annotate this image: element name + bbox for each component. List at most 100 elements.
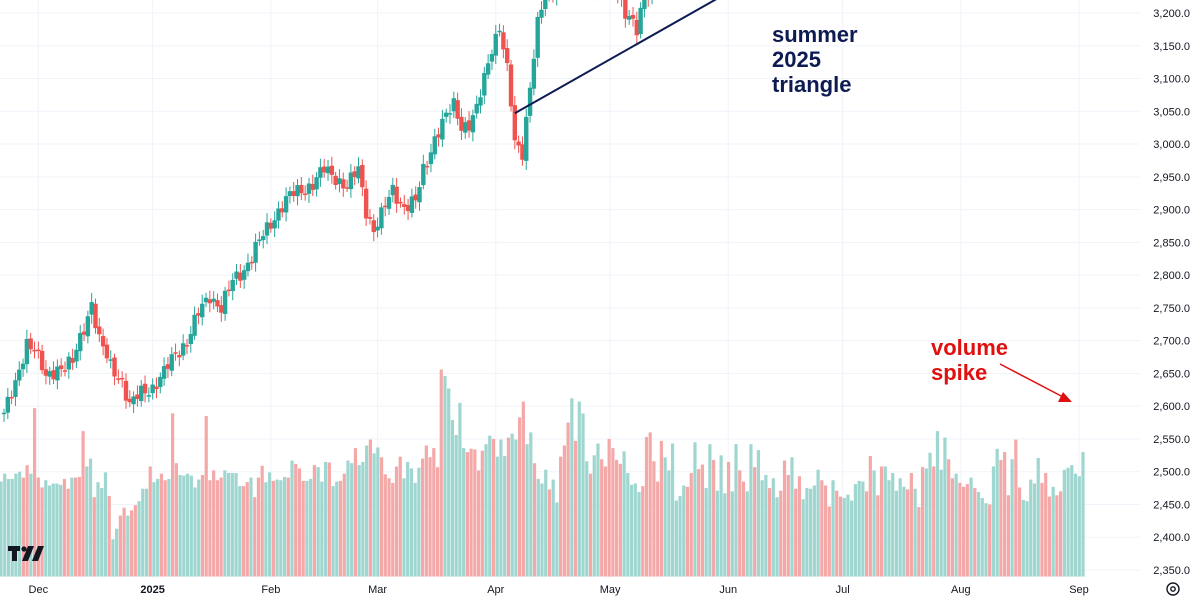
candle-body: [524, 116, 529, 161]
price-axis[interactable]: 3,200.0 3,150.0 3,100.0 3,050.0 3,000.0 2,950…: [1153, 8, 1190, 577]
candle-body: [295, 185, 300, 197]
volume-bar: [129, 510, 134, 577]
volume-bar: [592, 455, 596, 577]
volume-bar: [697, 469, 701, 577]
logo-check: [32, 546, 44, 561]
volume-bar: [346, 460, 350, 577]
candle-body: [249, 261, 254, 264]
volume-bar: [704, 488, 708, 577]
volume-bar: [174, 463, 178, 577]
volume-bar: [92, 497, 96, 577]
volume-bar: [208, 480, 212, 577]
volume-bar: [279, 480, 283, 577]
time-tick-label: 2025: [140, 584, 164, 596]
candle-body: [287, 191, 293, 197]
volume-bar: [182, 475, 186, 577]
volume-bar: [876, 495, 880, 577]
volume-bar: [1081, 452, 1085, 577]
volume-bar: [473, 449, 477, 577]
candle-body: [85, 316, 91, 337]
candle-body: [322, 166, 327, 173]
candle-body: [173, 352, 178, 354]
volume-bar: [271, 480, 275, 577]
volume-bar: [256, 477, 261, 577]
time-axis[interactable]: Dec 2025 Feb Mar Apr May Jun Jul Aug Sep: [29, 584, 1089, 596]
volume-bar: [682, 485, 686, 577]
price-tick-label: 3,100.0: [1153, 74, 1190, 86]
candle-body: [264, 222, 270, 236]
volume-bar: [846, 494, 850, 577]
candle-body: [257, 239, 262, 242]
volume-bar: [264, 482, 268, 577]
volume-bar: [883, 466, 887, 577]
candle-body: [70, 357, 75, 363]
candle-body: [329, 165, 335, 175]
candle-body: [47, 371, 52, 377]
volume-bar: [417, 467, 421, 577]
candle-body: [36, 349, 41, 352]
volume-bar: [984, 503, 988, 577]
candle-body: [89, 302, 94, 315]
volume-bar: [973, 488, 977, 577]
candle-body: [58, 365, 64, 370]
candle-body: [112, 357, 117, 377]
volume-bar: [816, 469, 820, 577]
volume-bar: [674, 500, 678, 577]
volume-bar: [462, 448, 466, 577]
volume-bar: [618, 463, 622, 577]
volume-bar: [331, 486, 335, 577]
volume-bar: [327, 462, 331, 577]
candle-body: [253, 241, 258, 263]
candle-body: [203, 297, 209, 303]
candle-body: [219, 305, 224, 313]
volume-label-line-2: spike: [931, 360, 987, 385]
volume-bar: [734, 444, 738, 577]
candle-body: [192, 314, 197, 336]
volume-bar: [607, 438, 611, 577]
candle-body: [226, 289, 232, 292]
volume-bar: [1059, 491, 1063, 577]
volume-bar: [745, 491, 749, 577]
tradingview-logo[interactable]: [8, 546, 44, 561]
time-tick-label: Dec: [29, 584, 49, 596]
candle-body: [413, 194, 418, 201]
volume-bar: [555, 502, 559, 577]
volume-bar: [521, 401, 525, 577]
volume-bar: [652, 461, 656, 577]
volume-bar: [171, 413, 175, 577]
candle-body: [356, 166, 361, 179]
volume-bar: [603, 466, 608, 577]
volume-bar: [540, 483, 544, 577]
volume-bar: [212, 470, 216, 577]
volume-bar: [775, 497, 779, 577]
candle-body: [501, 32, 506, 50]
candle-body: [520, 144, 525, 160]
volume-bar: [297, 468, 302, 577]
volume-bar: [1073, 473, 1078, 577]
volume-bar: [230, 473, 234, 577]
logo-slash: [22, 546, 34, 561]
candle-body: [409, 196, 415, 213]
volume-bar: [980, 497, 984, 577]
volume-bar: [667, 470, 671, 577]
volume-bar: [282, 476, 287, 577]
volume-bar: [499, 439, 503, 577]
candle-body: [371, 220, 376, 233]
volume-bar: [1014, 439, 1018, 577]
candle-body: [280, 208, 285, 213]
volume-bar: [491, 438, 496, 577]
volume-bar: [62, 478, 67, 577]
volume-bar: [1029, 479, 1033, 577]
volume-bar: [738, 470, 742, 577]
candle-body: [97, 326, 102, 335]
settings-icon[interactable]: [1166, 582, 1180, 596]
volume-bar: [428, 457, 432, 577]
candle-body: [478, 97, 483, 106]
volume-bar: [726, 461, 731, 577]
time-tick-label: Apr: [487, 584, 504, 596]
candle-body: [169, 354, 174, 371]
candle-body: [432, 136, 437, 155]
price-tick-label: 2,600.0: [1153, 401, 1190, 413]
candle-body: [283, 196, 289, 213]
